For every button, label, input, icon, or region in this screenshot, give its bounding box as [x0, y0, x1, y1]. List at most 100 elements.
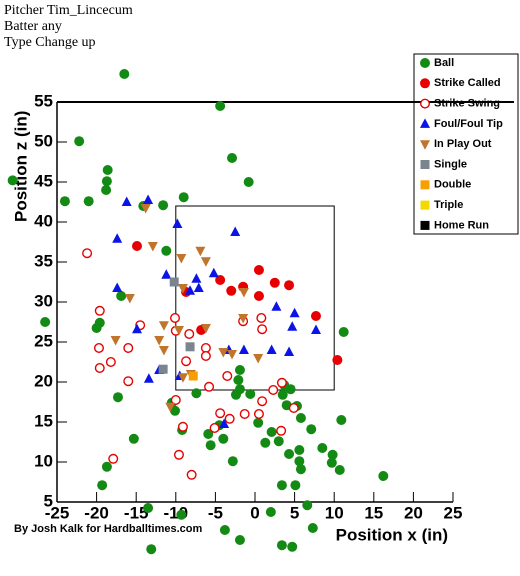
point — [234, 365, 245, 375]
point — [253, 417, 264, 428]
point — [256, 313, 267, 324]
point — [326, 457, 337, 468]
point — [209, 423, 220, 434]
point — [143, 373, 154, 383]
strike-zone — [175, 205, 335, 391]
point — [238, 314, 249, 324]
point — [289, 307, 300, 318]
point — [243, 177, 254, 187]
point — [276, 480, 287, 491]
point — [336, 415, 347, 425]
point — [185, 342, 195, 352]
y-tick-label: 5 — [44, 491, 53, 510]
x-tick-label: -5 — [208, 503, 223, 522]
x-tick-label: 15 — [364, 503, 383, 522]
point — [200, 324, 211, 334]
point — [332, 355, 343, 365]
legend-marker — [420, 180, 430, 190]
point — [173, 326, 184, 336]
point — [219, 525, 230, 535]
point — [177, 421, 188, 432]
legend-marker — [420, 140, 430, 150]
point — [94, 305, 105, 316]
point — [317, 443, 328, 453]
point — [310, 311, 321, 321]
point — [123, 343, 134, 354]
point — [266, 427, 277, 437]
y-tick-label: 15 — [34, 411, 53, 430]
point — [170, 395, 181, 406]
point — [105, 357, 116, 368]
point — [265, 507, 276, 517]
point — [181, 356, 192, 367]
point — [131, 323, 142, 334]
point — [287, 321, 298, 331]
point — [245, 389, 256, 399]
point — [230, 389, 241, 400]
point — [170, 405, 181, 416]
legend-marker — [420, 78, 430, 89]
point — [177, 373, 188, 383]
point — [257, 396, 268, 407]
legend-marker — [420, 98, 431, 109]
point — [184, 329, 195, 340]
point — [205, 440, 216, 451]
point — [101, 185, 112, 195]
point — [143, 503, 154, 513]
point — [200, 257, 211, 267]
point — [276, 377, 287, 388]
point — [284, 449, 295, 459]
point — [116, 291, 127, 301]
point — [218, 433, 229, 444]
point — [288, 403, 299, 414]
legend-label: Single — [434, 158, 467, 170]
point — [294, 456, 305, 467]
point — [124, 294, 135, 304]
point — [143, 194, 154, 204]
point — [253, 291, 264, 301]
x-tick-label: 10 — [325, 503, 344, 522]
x-tick-label: -15 — [124, 503, 149, 522]
y-tick-label: 10 — [34, 451, 53, 470]
point — [176, 254, 187, 264]
legend-marker — [420, 58, 430, 68]
y-tick-label: 20 — [34, 371, 53, 390]
point — [147, 242, 158, 252]
point — [158, 364, 168, 374]
legend-label: Strike Swing — [434, 98, 500, 110]
legend-label: Foul/Foul Tip — [434, 118, 503, 130]
point — [131, 241, 142, 251]
point — [233, 375, 244, 385]
y-tick-label: 25 — [34, 331, 53, 350]
y-tick-label: 35 — [34, 251, 53, 270]
point — [260, 437, 271, 448]
y-tick-label: 45 — [34, 171, 53, 190]
point — [222, 371, 233, 382]
point — [161, 269, 172, 279]
point — [273, 436, 284, 447]
point — [269, 277, 280, 288]
point — [257, 324, 268, 335]
point — [218, 348, 229, 358]
point — [170, 313, 181, 324]
point — [219, 418, 230, 428]
point — [188, 371, 198, 381]
point — [161, 245, 172, 256]
point — [224, 413, 235, 424]
point — [82, 248, 93, 259]
point — [276, 540, 287, 551]
point — [154, 336, 165, 346]
point — [234, 535, 245, 545]
x-tick-label: 25 — [444, 503, 463, 522]
point — [334, 465, 345, 475]
y-tick-label: 55 — [34, 91, 53, 110]
point — [83, 196, 94, 207]
point — [215, 275, 226, 285]
point — [178, 192, 189, 203]
point — [146, 544, 157, 555]
title-line: Pitcher Tim_Lincecum — [4, 3, 133, 18]
point — [378, 471, 389, 481]
point — [123, 376, 134, 387]
point — [276, 425, 287, 436]
point — [102, 165, 113, 175]
